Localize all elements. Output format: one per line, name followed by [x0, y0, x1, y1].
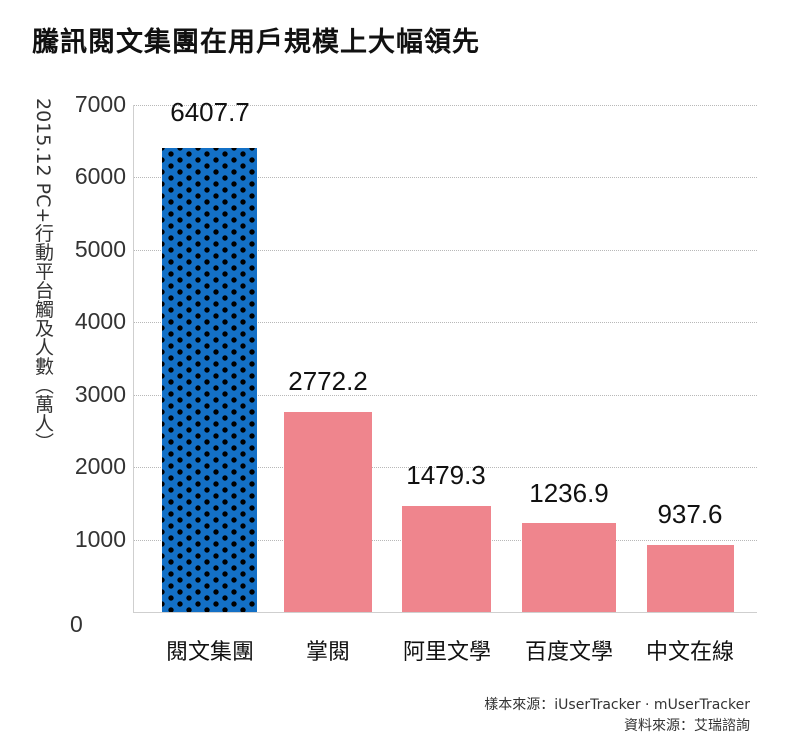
y-tick: 4000 [74, 308, 126, 334]
category-label: 阿里文學 [402, 640, 491, 665]
y-tick: 5000 [74, 236, 126, 262]
value-label: 1479.3 [406, 460, 486, 490]
data-source-note: 資料來源：艾瑞諮詢 [624, 718, 750, 734]
category-label: 閱文集團 [165, 640, 254, 665]
y-tick: 6000 [74, 163, 126, 189]
gridline-2000 [134, 467, 757, 468]
value-label: 937.6 [657, 499, 723, 529]
gridline-6000 [134, 177, 757, 178]
bar-zhangyue [284, 412, 372, 612]
chart-title: 騰訊閱文集團在用戶規模上大幅領先 [32, 27, 480, 58]
bar-ali-literature [402, 506, 491, 612]
value-label: 1236.9 [529, 478, 609, 508]
category-label: 掌閱 [305, 640, 350, 665]
y-axis-label: 2015.12 PC+行動平台觸及人數（萬人） [32, 98, 54, 452]
category-label: 中文在線 [645, 640, 734, 665]
gridline-5000 [134, 250, 757, 251]
y-tick: 2000 [74, 453, 126, 479]
gridline-3000 [134, 395, 757, 396]
gridline-7000 [134, 105, 757, 106]
value-label: 6407.7 [170, 97, 250, 127]
y-tick: 3000 [74, 381, 126, 407]
x-axis-line [133, 612, 757, 613]
y-tick: 7000 [74, 91, 126, 117]
value-label: 2772.2 [288, 366, 368, 396]
bar-yuewen-group [162, 148, 257, 612]
gridline-4000 [134, 322, 757, 323]
sample-source-note: 樣本來源：iUserTracker · mUserTracker [484, 697, 750, 713]
bar-dot-pattern [162, 148, 257, 612]
y-tick: 1000 [74, 526, 126, 552]
y-tick: 0 [70, 611, 83, 637]
y-axis-line [133, 105, 134, 612]
bar-chineseall [647, 545, 734, 612]
category-label: 百度文學 [524, 640, 613, 665]
bar-baidu-literature [522, 523, 616, 612]
